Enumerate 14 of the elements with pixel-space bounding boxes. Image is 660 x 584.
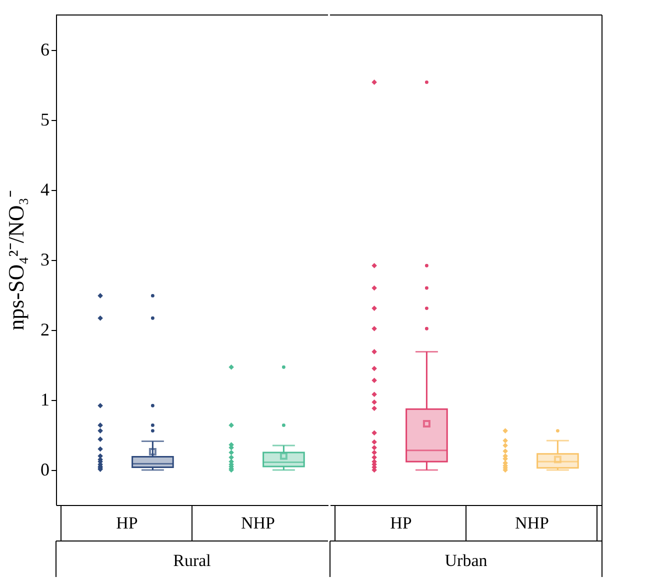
y-tick-label: 1	[40, 390, 50, 410]
y-tick-label: 0	[40, 460, 50, 480]
x-axis-title: Rural	[173, 551, 212, 570]
x-tick-label: NHP	[514, 514, 550, 532]
x-axis-title: Urban	[444, 551, 488, 570]
x-tick-label: NHP	[240, 514, 276, 532]
y-tick-label: 3	[40, 250, 50, 270]
y-tick-label: 2	[40, 320, 50, 340]
y-tick-label: 5	[40, 110, 50, 130]
x-tick-label: HP	[116, 514, 138, 532]
y-axis-title: nps-SO₄²⁻/NO₃⁻	[4, 190, 28, 330]
y-tick-label: 6	[40, 40, 50, 60]
y-tick-label: 4	[40, 180, 50, 200]
x-tick-label: HP	[390, 514, 412, 532]
